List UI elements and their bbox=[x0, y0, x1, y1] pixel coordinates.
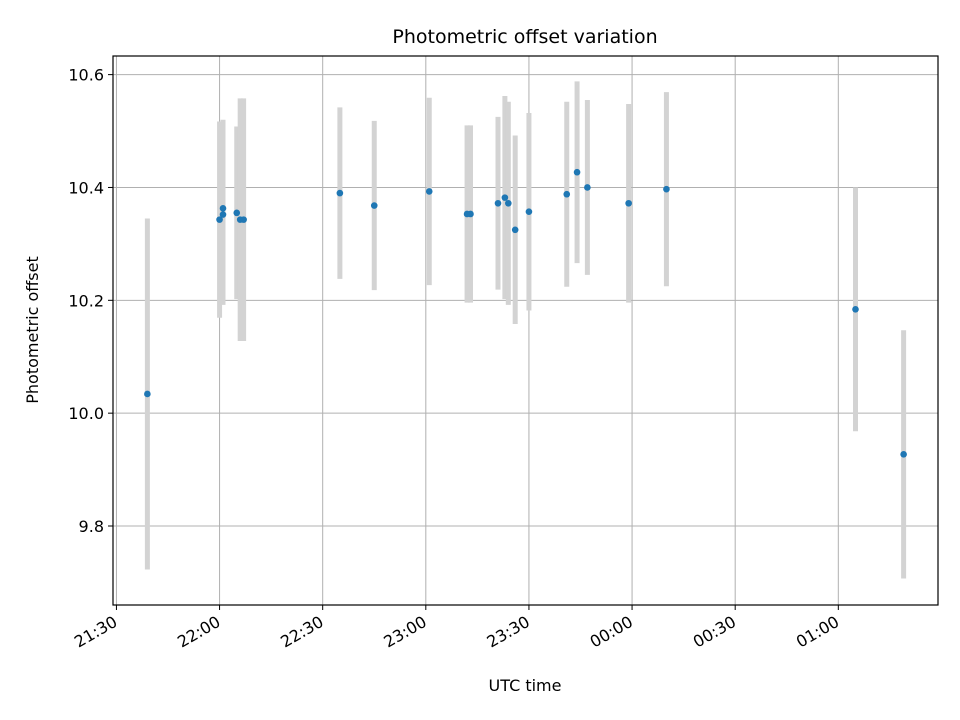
data-point bbox=[240, 216, 247, 223]
data-point bbox=[900, 451, 907, 458]
data-point bbox=[584, 184, 591, 191]
y-axis-label: Photometric offset bbox=[23, 256, 42, 404]
data-point bbox=[505, 199, 512, 207]
data-point bbox=[663, 185, 670, 193]
data-point bbox=[219, 205, 227, 212]
x-axis-ticks: 21:30 22:00 22:30 23:00 23:30 00:00 00:30 01:00 bbox=[71, 605, 842, 652]
plot-frame bbox=[112, 55, 939, 606]
x-tick-label: 23:00 bbox=[380, 612, 429, 652]
y-tick-label: 10.6 bbox=[68, 66, 104, 85]
x-tick-label: 00:00 bbox=[587, 612, 636, 652]
x-tick-label: 00:30 bbox=[690, 612, 739, 652]
data-point bbox=[625, 199, 632, 207]
y-tick-label: 10.0 bbox=[68, 404, 104, 423]
data-point bbox=[216, 216, 223, 223]
x-tick-label: 21:30 bbox=[71, 612, 120, 652]
data-point bbox=[525, 208, 533, 216]
x-tick-label: 22:00 bbox=[174, 612, 223, 652]
x-tick-label: 22:30 bbox=[277, 612, 326, 652]
x-tick-label: 01:00 bbox=[793, 612, 842, 652]
plot-area bbox=[113, 56, 938, 605]
markers bbox=[144, 168, 907, 458]
data-point bbox=[511, 226, 519, 234]
data-point bbox=[336, 189, 344, 197]
data-point bbox=[494, 199, 502, 207]
data-point bbox=[467, 210, 474, 218]
data-point bbox=[573, 168, 581, 176]
x-tick-label: 23:30 bbox=[484, 612, 533, 652]
y-tick-label: 9.8 bbox=[79, 517, 104, 536]
data-point bbox=[852, 306, 859, 313]
data-point bbox=[144, 390, 151, 398]
data-point bbox=[425, 188, 433, 195]
y-tick-label: 10.2 bbox=[68, 291, 104, 310]
x-axis-label: UTC time bbox=[489, 676, 562, 695]
data-point bbox=[370, 202, 378, 209]
y-tick-label: 10.4 bbox=[68, 178, 104, 197]
data-point bbox=[563, 190, 571, 198]
chart-title: Photometric offset variation bbox=[392, 26, 657, 48]
data-point bbox=[233, 209, 241, 217]
grid bbox=[113, 56, 938, 605]
data-point bbox=[501, 194, 509, 201]
data-point bbox=[219, 211, 227, 218]
y-axis-ticks: 9.8 10.0 10.2 10.4 10.6 bbox=[68, 66, 113, 536]
